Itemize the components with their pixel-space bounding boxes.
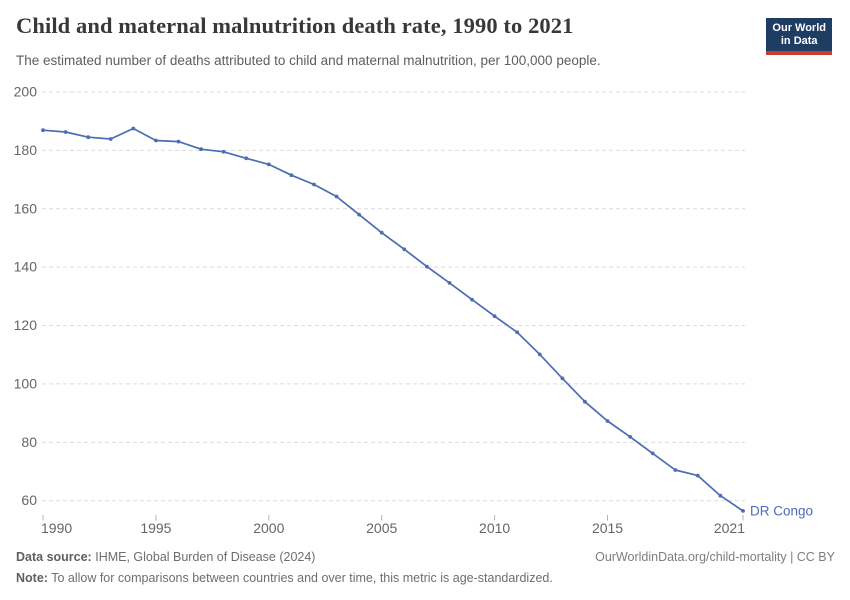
y-axis-tick-label: 180 bbox=[14, 142, 38, 158]
line-chart: 60 80 100 120 140 160 180 200 1990 1995 2000 2005 20… bbox=[14, 84, 813, 537]
x-axis-tick-label: 1995 bbox=[140, 520, 171, 536]
data-point bbox=[379, 230, 384, 235]
data-point bbox=[492, 314, 497, 319]
page-title: Child and maternal malnutrition death ra… bbox=[16, 13, 574, 38]
data-line-dr-congo bbox=[42, 127, 744, 512]
data-point bbox=[560, 376, 565, 381]
data-point bbox=[695, 473, 700, 478]
y-axis-tick-label: 120 bbox=[14, 317, 38, 333]
chart-subtitle: The estimated number of deaths attribute… bbox=[16, 53, 601, 68]
data-point bbox=[515, 330, 520, 335]
data-point bbox=[154, 138, 158, 143]
data-point bbox=[244, 156, 249, 161]
data-point bbox=[537, 352, 542, 357]
data-source-line: Data source: IHME, Global Burden of Dise… bbox=[16, 548, 315, 567]
y-axis-tick-label: 200 bbox=[14, 84, 38, 100]
owid-logo-text-line1: Our World bbox=[772, 22, 826, 34]
data-point bbox=[176, 139, 181, 144]
y-axis-tick-label: 60 bbox=[21, 492, 37, 508]
x-axis-tick-label: 1990 bbox=[41, 520, 72, 536]
series-end-label: DR Congo bbox=[750, 503, 813, 518]
data-point bbox=[650, 451, 655, 456]
chart-footer: Data source: IHME, Global Burden of Dise… bbox=[16, 548, 835, 588]
y-axis-tick-label: 100 bbox=[14, 375, 38, 391]
x-axis-tick-label: 2000 bbox=[253, 520, 284, 536]
y-axis-tick-label: 140 bbox=[14, 259, 38, 275]
data-point bbox=[583, 399, 587, 404]
data-point bbox=[108, 137, 113, 141]
data-point bbox=[628, 434, 632, 439]
data-point bbox=[402, 247, 407, 252]
data-point bbox=[605, 419, 610, 423]
x-axis-tick-label: 2021 bbox=[714, 520, 745, 536]
y-axis-tick-label: 80 bbox=[21, 434, 37, 450]
data-source-text: IHME, Global Burden of Disease (2024) bbox=[95, 550, 316, 564]
data-point bbox=[199, 147, 204, 152]
data-point bbox=[266, 162, 271, 167]
data-point bbox=[673, 468, 678, 472]
data-point bbox=[41, 128, 45, 133]
note-label: Note: bbox=[16, 571, 48, 585]
y-axis-tick-label: 160 bbox=[14, 200, 38, 216]
data-point bbox=[357, 212, 361, 217]
note-text: To allow for comparisons between countri… bbox=[51, 571, 553, 585]
data-point bbox=[470, 297, 474, 302]
x-axis-tick-label: 2015 bbox=[592, 520, 623, 536]
owid-logo-text-line2: in Data bbox=[780, 35, 818, 47]
data-point bbox=[289, 173, 294, 178]
data-point bbox=[425, 264, 429, 269]
data-source-label: Data source: bbox=[16, 550, 92, 564]
footer-license-link: OurWorldinData.org/child-mortality | CC … bbox=[595, 550, 835, 564]
data-point bbox=[312, 182, 316, 187]
data-point bbox=[741, 509, 745, 513]
x-axis-tick-label: 2005 bbox=[366, 520, 397, 536]
data-point bbox=[718, 493, 723, 498]
note-line: Note: To allow for comparisons between c… bbox=[16, 569, 835, 588]
data-point bbox=[221, 149, 226, 154]
data-point bbox=[334, 194, 339, 199]
data-point bbox=[86, 135, 91, 140]
data-point bbox=[131, 126, 136, 131]
data-point bbox=[447, 281, 452, 285]
x-axis-tick-label: 2010 bbox=[479, 520, 510, 536]
owid-logo: Our World in Data bbox=[766, 18, 832, 55]
data-point bbox=[63, 130, 68, 134]
